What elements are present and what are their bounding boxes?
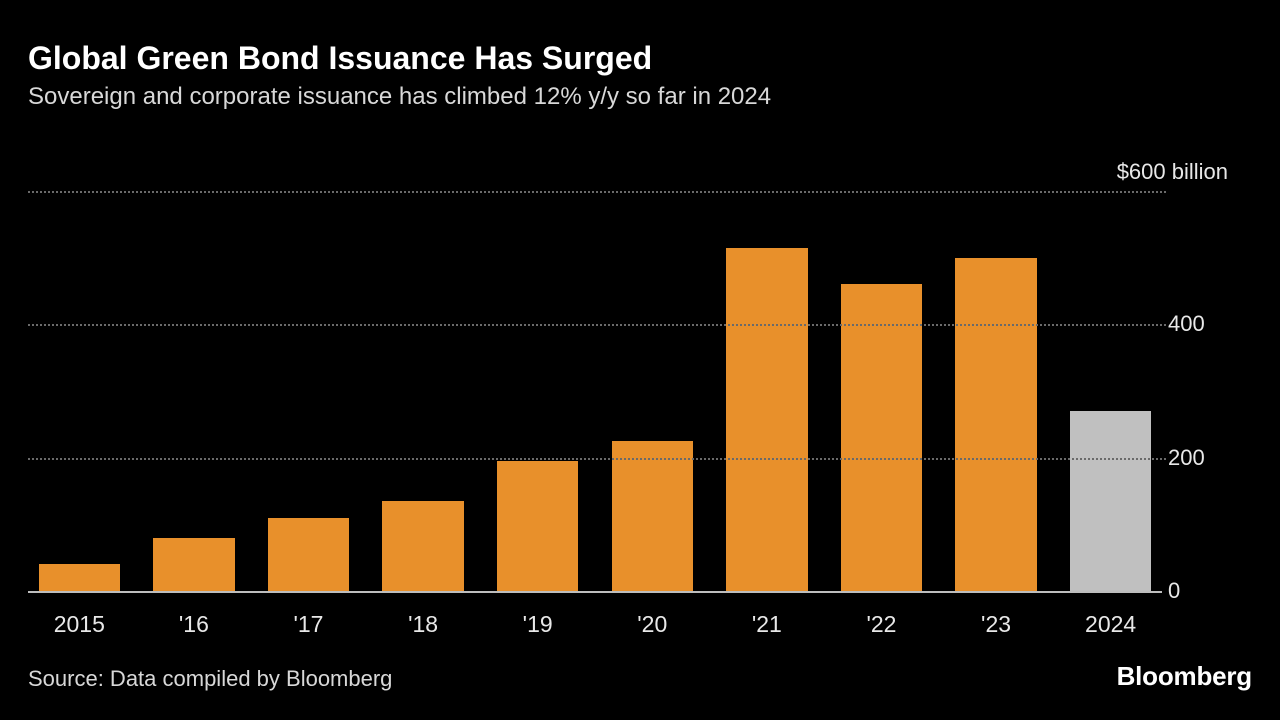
gridline — [28, 324, 1166, 326]
bar — [726, 248, 807, 592]
bar — [841, 284, 922, 591]
bar — [497, 461, 578, 591]
bar-group — [28, 191, 1162, 591]
bar — [612, 441, 693, 591]
x-tick-label: '23 — [949, 601, 1044, 641]
source-text: Source: Data compiled by Bloomberg — [28, 666, 392, 692]
y-tick-label: 400 — [1168, 311, 1248, 337]
gridline — [28, 458, 1166, 460]
x-tick-label: '19 — [490, 601, 585, 641]
x-axis-labels: 2015 '16 '17 '18 '19 '20 '21 '22 '23 2024 — [28, 601, 1162, 641]
bar-slot — [834, 191, 929, 591]
y-tick-label: 0 — [1168, 578, 1248, 604]
bar — [955, 258, 1036, 592]
x-tick-label: '18 — [376, 601, 471, 641]
bar-slot — [720, 191, 815, 591]
gridline — [28, 191, 1166, 193]
x-tick-label: '16 — [147, 601, 242, 641]
bar-slot — [949, 191, 1044, 591]
y-axis-top-label: $600 billion — [1117, 159, 1228, 185]
bar — [382, 501, 463, 591]
chart-plot-wrap: $600 billion 0200400 2015'16'17'18'19'20… — [28, 161, 1252, 641]
bar-slot — [490, 191, 585, 591]
bar — [1070, 411, 1151, 591]
bar-slot — [32, 191, 127, 591]
bar — [39, 564, 120, 591]
x-tick-label: '17 — [261, 601, 356, 641]
plot-area: 0200400 — [28, 191, 1162, 593]
chart-title: Global Green Bond Issuance Has Surged — [28, 40, 1252, 77]
x-tick-label: '20 — [605, 601, 700, 641]
bar-slot — [376, 191, 471, 591]
brand-logo-text: Bloomberg — [1117, 661, 1252, 692]
bar-slot — [1063, 191, 1158, 591]
chart-footer: Source: Data compiled by Bloomberg Bloom… — [28, 653, 1252, 692]
x-tick-label: '22 — [834, 601, 929, 641]
x-tick-label: '21 — [720, 601, 815, 641]
y-tick-label: 200 — [1168, 445, 1248, 471]
bar — [268, 518, 349, 591]
bar-slot — [605, 191, 700, 591]
bar-slot — [147, 191, 242, 591]
bar-slot — [261, 191, 356, 591]
chart-container: Global Green Bond Issuance Has Surged So… — [0, 0, 1280, 720]
bar — [153, 538, 234, 591]
x-tick-label: 2015 — [32, 601, 127, 641]
chart-subtitle: Sovereign and corporate issuance has cli… — [28, 83, 1252, 111]
x-tick-label: 2024 — [1063, 601, 1158, 641]
